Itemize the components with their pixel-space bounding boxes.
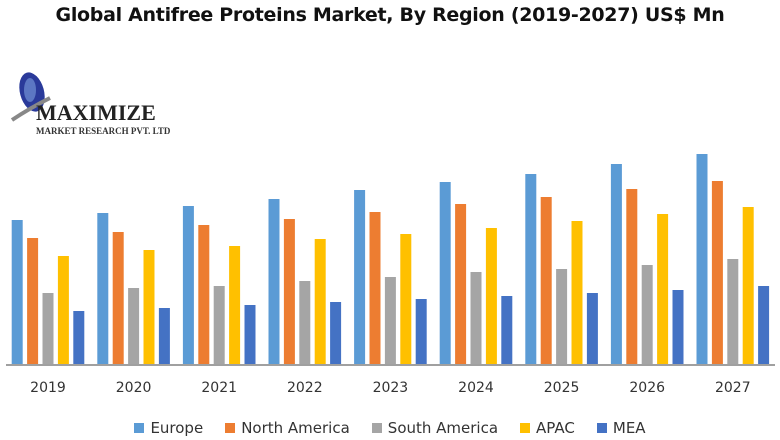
bar-apac-2023 bbox=[400, 234, 412, 364]
bar-apac-2024 bbox=[485, 228, 497, 364]
bar-mea-2023 bbox=[415, 299, 427, 364]
x-tick-label: 2025 bbox=[544, 380, 580, 396]
legend-label: South America bbox=[387, 419, 499, 437]
bar-north-america-2023 bbox=[369, 212, 381, 364]
bar-mea-2026 bbox=[672, 290, 684, 364]
legend-swatch bbox=[225, 423, 236, 433]
x-tick-label: 2023 bbox=[373, 380, 409, 396]
bar-south-america-2025 bbox=[556, 269, 568, 364]
bar-south-america-2022 bbox=[299, 281, 311, 364]
bar-north-america-2024 bbox=[455, 204, 467, 364]
bar-mea-2021 bbox=[244, 305, 256, 364]
bar-south-america-2019 bbox=[42, 293, 54, 364]
legend-label: North America bbox=[241, 419, 350, 437]
bar-south-america-2021 bbox=[213, 286, 225, 364]
legend-swatch bbox=[371, 423, 382, 433]
bar-north-america-2022 bbox=[283, 219, 295, 364]
bar-apac-2025 bbox=[571, 221, 583, 364]
bar-europe-2024 bbox=[439, 182, 451, 364]
x-tick-label: 2019 bbox=[30, 380, 66, 396]
legend-swatch bbox=[596, 423, 607, 433]
bar-south-america-2024 bbox=[470, 272, 482, 364]
legend-item: APAC bbox=[520, 419, 575, 437]
x-tick-label: 2024 bbox=[458, 380, 494, 396]
bar-north-america-2020 bbox=[112, 232, 124, 364]
chart-title: Global Antifree Proteins Market, By Regi… bbox=[55, 4, 725, 26]
bar-north-america-2027 bbox=[711, 181, 723, 364]
bar-north-america-2019 bbox=[27, 238, 39, 364]
legend-label: Europe bbox=[150, 419, 204, 437]
svg-text:MAXIMIZE: MAXIMIZE bbox=[36, 100, 156, 125]
legend-item: Europe bbox=[134, 419, 203, 437]
legend-label: MEA bbox=[612, 419, 646, 437]
bar-mea-2019 bbox=[73, 311, 85, 364]
x-tick-label: 2027 bbox=[715, 380, 751, 396]
svg-text:MARKET RESEARCH PVT. LTD.: MARKET RESEARCH PVT. LTD. bbox=[36, 126, 170, 136]
x-tick-label: 2021 bbox=[201, 380, 237, 396]
bar-apac-2026 bbox=[657, 214, 669, 364]
bar-europe-2020 bbox=[97, 213, 109, 364]
maximize-logo: MAXIMIZE MARKET RESEARCH PVT. LTD. bbox=[10, 68, 173, 140]
bar-south-america-2023 bbox=[384, 277, 396, 364]
legend-swatch bbox=[520, 423, 531, 433]
x-tick-label: 2020 bbox=[116, 380, 152, 396]
bar-europe-2025 bbox=[525, 174, 537, 364]
bar-europe-2023 bbox=[354, 190, 366, 364]
legend-item: South America bbox=[371, 419, 499, 437]
legend-swatch bbox=[134, 423, 145, 433]
bar-mea-2025 bbox=[586, 293, 598, 364]
bar-europe-2019 bbox=[11, 220, 23, 364]
bar-apac-2022 bbox=[314, 239, 326, 364]
bar-south-america-2027 bbox=[727, 259, 739, 364]
bar-north-america-2021 bbox=[198, 225, 210, 364]
bar-north-america-2026 bbox=[626, 189, 638, 364]
bar-europe-2021 bbox=[182, 206, 194, 364]
bar-europe-2022 bbox=[268, 199, 280, 364]
x-tick-label: 2022 bbox=[287, 380, 323, 396]
bar-north-america-2025 bbox=[540, 197, 552, 364]
bar-europe-2026 bbox=[610, 164, 622, 364]
x-tick-label: 2026 bbox=[629, 380, 665, 396]
bar-mea-2020 bbox=[158, 308, 170, 364]
bar-apac-2027 bbox=[742, 207, 754, 364]
bar-apac-2020 bbox=[143, 250, 155, 364]
legend: Europe North America South America APAC MEA bbox=[0, 419, 780, 437]
legend-item: North America bbox=[225, 419, 350, 437]
bar-mea-2022 bbox=[330, 302, 342, 364]
bar-south-america-2026 bbox=[641, 265, 653, 364]
bar-mea-2027 bbox=[758, 286, 770, 364]
legend-label: APAC bbox=[536, 419, 575, 437]
bar-europe-2027 bbox=[696, 154, 708, 364]
bar-apac-2021 bbox=[229, 246, 241, 364]
bar-south-america-2020 bbox=[128, 288, 140, 364]
legend-item: MEA bbox=[596, 419, 646, 437]
bar-apac-2019 bbox=[57, 256, 69, 364]
bar-mea-2024 bbox=[501, 296, 513, 364]
